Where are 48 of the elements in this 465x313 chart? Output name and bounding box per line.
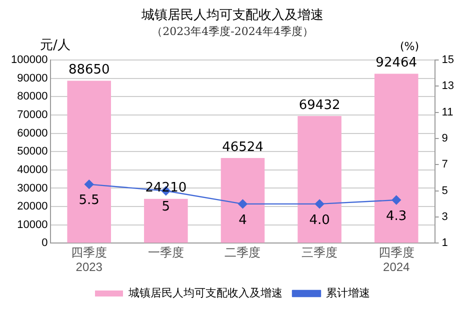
- data-label: 69432: [298, 98, 340, 113]
- data-label: 88650: [68, 62, 110, 78]
- x-tick-label: 三季度: [302, 246, 338, 260]
- point: [84, 180, 94, 189]
- data-label: 4.3: [386, 208, 407, 224]
- x-tick-label: 一季度: [148, 246, 184, 260]
- y-tick-label: 60000: [17, 127, 48, 140]
- data-label: 46524: [222, 140, 264, 155]
- y-tick-label: 100000: [10, 54, 48, 66]
- legend-label: 城镇居民人均可支配收入及增速: [128, 286, 282, 300]
- y2-tick-label: 7: [442, 158, 448, 171]
- chart-title: 城镇居民人均可支配收入及增速: [140, 7, 324, 24]
- x-tick-label: 四季度 2023: [71, 246, 108, 274]
- y-tick-label: 10000: [17, 218, 48, 231]
- chart-subtitle: （2023年4季度-2024年4季度）: [150, 24, 314, 39]
- y2-tick-label: 15: [442, 54, 454, 66]
- y2-tick-label: 5: [442, 184, 448, 197]
- bar: [67, 80, 112, 243]
- y-tick-label: 80000: [17, 90, 48, 103]
- bar: [144, 198, 188, 243]
- y-axis-title: 元/人: [40, 37, 70, 54]
- y-tick-label: 0: [42, 237, 48, 250]
- y-tick-label: 50000: [17, 146, 48, 158]
- data-label: 5.5: [78, 193, 100, 208]
- y2-tick-label: 11: [442, 106, 454, 118]
- data-label: 4: [238, 212, 247, 228]
- y2-tick-label: 13: [442, 80, 454, 92]
- y-tick-label: 70000: [17, 108, 48, 121]
- y2-axis-title: (%): [400, 40, 420, 53]
- y-tick-label: 20000: [17, 200, 48, 213]
- data-label: 4.0: [309, 212, 330, 228]
- x-tick-label: 四季度 2024: [378, 246, 414, 274]
- y2-tick-label: 1: [442, 237, 448, 250]
- point: [392, 195, 401, 205]
- legend-label: 累计增速: [326, 286, 370, 300]
- y-tick-label: 40000: [17, 164, 48, 176]
- bar: [374, 74, 418, 243]
- bar: [298, 116, 342, 243]
- point: [238, 199, 248, 209]
- y-tick-label: 90000: [17, 72, 48, 84]
- x-tick-label: 二季度: [224, 246, 261, 260]
- point: [314, 199, 324, 209]
- y-tick-label: 30000: [17, 182, 48, 194]
- data-label: 92464: [376, 56, 418, 71]
- bar: [220, 158, 265, 243]
- data-label: 5: [162, 200, 170, 215]
- y2-tick-label: 9: [442, 132, 448, 145]
- y2-tick-label: 3: [442, 211, 448, 224]
